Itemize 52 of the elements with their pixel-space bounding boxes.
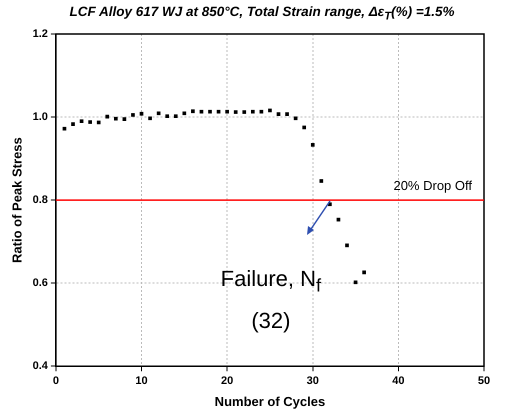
point (156, 111, 160, 116)
x-axis-title: Number of Cycles (214, 394, 326, 409)
point (148, 116, 152, 120)
chart-title: LCF Alloy 617 WJ at 850°C, Total Strain range, Δε$_{T}$(%) =1.5% (68, 4, 456, 23)
point (225, 110, 229, 114)
point (140, 112, 144, 116)
point (96, 120, 101, 124)
x-tick-label: 30 (306, 374, 319, 387)
point (260, 110, 264, 114)
y-tick-label: 1.2 (32, 28, 48, 40)
point (285, 112, 289, 116)
point (362, 270, 366, 274)
point (131, 113, 135, 117)
point (302, 126, 306, 130)
x-tick-label: 0 (52, 374, 59, 387)
y-tick-label: 1.0 (32, 111, 48, 124)
point (345, 244, 349, 248)
point (319, 179, 324, 183)
y-tick-label: 0.8 (32, 194, 48, 206)
point (268, 108, 272, 112)
point (174, 114, 178, 118)
y-axis-title: Ratio of Peak Stress (9, 137, 24, 263)
point (122, 117, 126, 121)
x-tick-label: 40 (392, 374, 405, 387)
point (165, 114, 170, 118)
point (276, 112, 280, 116)
point (234, 110, 238, 114)
point (208, 110, 212, 114)
x-tick-label: 50 (478, 374, 490, 387)
ref-line-label: 20% Drop Off (393, 178, 472, 194)
y-tick-label: 0.4 (32, 360, 49, 372)
point (182, 111, 186, 116)
point (88, 120, 92, 124)
annotation: (32) (251, 308, 290, 335)
annotation: Failure, N$_{f}$ (220, 266, 322, 297)
y-tick-label: 0.6 (32, 277, 48, 290)
point (105, 114, 110, 118)
point (62, 126, 66, 131)
point (114, 116, 118, 121)
point (294, 116, 298, 120)
point (242, 110, 246, 114)
point (200, 110, 204, 114)
point (216, 110, 220, 114)
point (354, 280, 358, 284)
point (336, 218, 340, 222)
point (310, 143, 315, 147)
point (80, 119, 84, 124)
point (71, 122, 75, 126)
point (250, 110, 255, 114)
x-tick-label: 10 (135, 374, 148, 387)
x-tick-label: 20 (221, 374, 234, 387)
point (191, 109, 195, 114)
